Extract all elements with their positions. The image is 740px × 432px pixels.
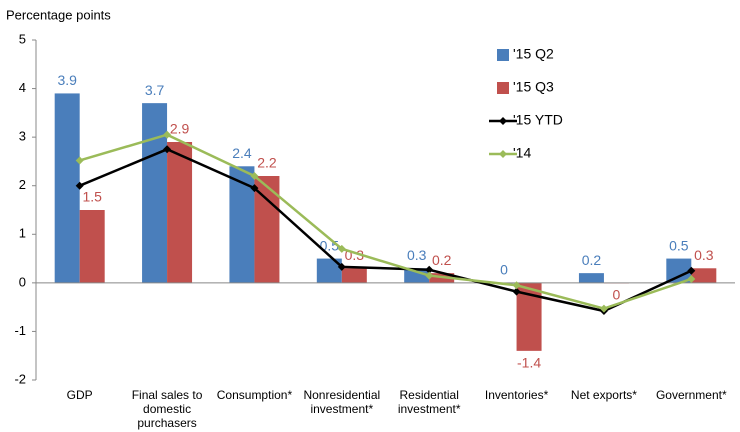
legend-label: '15 Q2 [513, 46, 554, 62]
bar [79, 210, 105, 283]
y-tick-label: 2 [19, 177, 26, 192]
y-axis-title: Percentage points [6, 7, 111, 22]
data-label: 0.2 [432, 252, 452, 268]
marker [250, 172, 259, 180]
bar [54, 93, 80, 283]
y-tick-label: 5 [19, 31, 26, 46]
y-tick-label: 0 [19, 274, 26, 289]
marker [687, 274, 696, 283]
marker [425, 271, 434, 280]
data-label: 0.3 [407, 247, 427, 263]
marker [250, 184, 259, 193]
legend-swatch [497, 49, 509, 61]
bar [578, 273, 604, 283]
x-tick-label: Nonresidential investment* [303, 388, 381, 416]
data-label: 2.2 [257, 155, 277, 171]
bar [142, 103, 168, 283]
x-tick-label: Government* [655, 388, 727, 402]
x-tick-label: Net exports* [570, 388, 637, 402]
bar [691, 268, 717, 283]
marker [599, 304, 608, 313]
y-tick-label: 3 [19, 129, 26, 144]
marker [163, 145, 172, 154]
marker [75, 181, 84, 190]
y-tick-label: 1 [19, 226, 26, 241]
bar [404, 268, 430, 283]
marker [337, 244, 346, 253]
marker [512, 281, 521, 290]
legend-swatch [497, 82, 509, 94]
data-label: 2.4 [232, 145, 252, 161]
data-label: -1.4 [517, 355, 541, 371]
x-tick-label: Inventories* [484, 388, 549, 402]
legend-marker [499, 117, 507, 125]
y-tick-label: -1 [14, 323, 26, 338]
legend-label: '15 YTD [513, 112, 563, 128]
marker [425, 265, 434, 274]
line [79, 133, 692, 310]
data-label: 0 [613, 287, 621, 303]
data-label: 3.7 [145, 82, 165, 98]
x-tick-label: Residential investment* [397, 388, 461, 416]
marker [512, 287, 521, 296]
legend-label: '15 Q3 [513, 79, 554, 95]
marker [687, 266, 696, 275]
data-label: 0 [500, 262, 508, 278]
line [79, 147, 692, 313]
bar [666, 258, 692, 283]
y-tick-label: -2 [14, 371, 26, 386]
legend-label: '14 [513, 145, 531, 161]
marker [75, 156, 84, 165]
x-tick-label: Consumption* [216, 388, 293, 402]
marker [337, 262, 346, 271]
bar [341, 268, 367, 283]
data-label: 1.5 [82, 189, 102, 205]
data-label: 0.5 [669, 237, 689, 253]
x-tick-label: GDP [66, 388, 93, 402]
marker [163, 130, 172, 139]
data-label: 0.2 [582, 252, 602, 268]
data-label: 2.9 [170, 121, 190, 137]
legend-marker [499, 150, 507, 158]
data-label: 3.9 [57, 72, 77, 88]
bar [167, 142, 193, 283]
x-tick-label: Final sales to domestic purchasers [131, 388, 203, 430]
y-tick-label: 4 [19, 80, 26, 95]
data-label: 0.3 [694, 247, 714, 263]
